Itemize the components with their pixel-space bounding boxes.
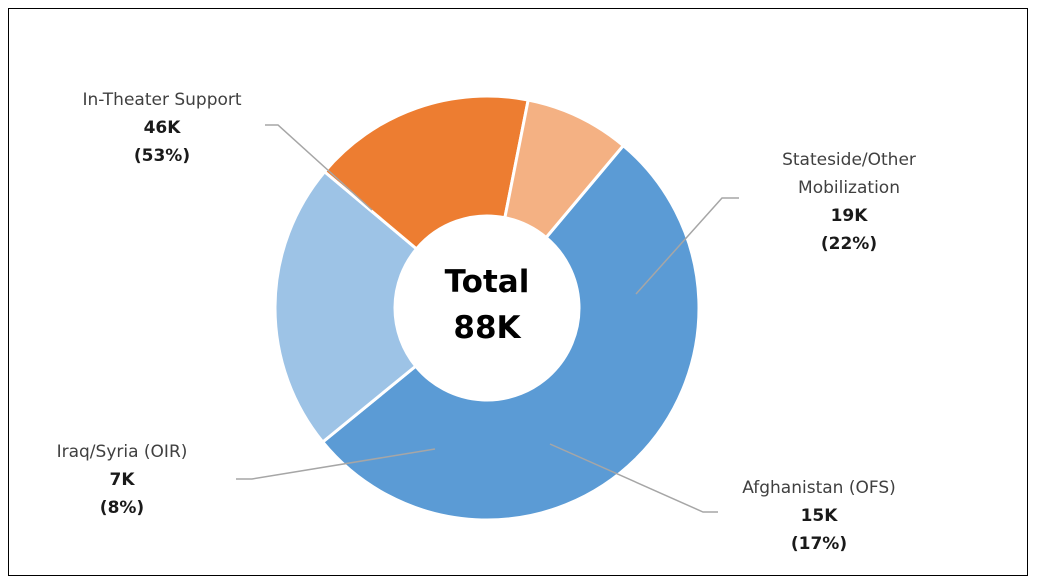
slice-4-name-line-1: Iraq/Syria (OIR) xyxy=(57,442,188,462)
center-total-label: Total xyxy=(445,264,530,300)
slice-2-value-label: 19K xyxy=(831,206,869,226)
slice-3-value-label: 15K xyxy=(801,506,839,526)
slice-2-name-line-1: Stateside/Other xyxy=(782,150,916,170)
slice-4-value-label: 7K xyxy=(109,470,135,490)
center-total-value: 88K xyxy=(453,310,521,346)
slices-group xyxy=(275,96,699,520)
slice-1-name-line-1: In-Theater Support xyxy=(82,90,241,110)
slice-2-name-line-2: Mobilization xyxy=(798,178,900,198)
slice-3-percent-label: (17%) xyxy=(791,534,847,554)
slice-1-percent-label: (53%) xyxy=(134,146,190,166)
slice-1-value-label: 46K xyxy=(144,118,182,138)
slice-4-percent-label: (8%) xyxy=(100,498,144,518)
slice-2-percent-label: (22%) xyxy=(821,234,877,254)
slice-3-name-line-1: Afghanistan (OFS) xyxy=(742,478,896,498)
